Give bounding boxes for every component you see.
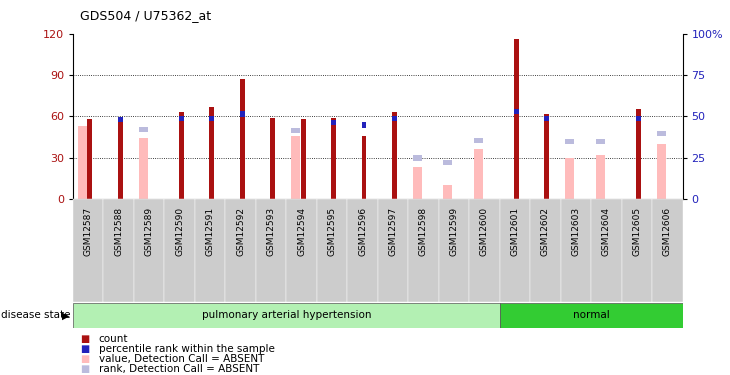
FancyBboxPatch shape	[134, 199, 164, 302]
FancyBboxPatch shape	[500, 303, 683, 328]
Text: value, Detection Call = ABSENT: value, Detection Call = ABSENT	[99, 354, 264, 364]
Text: ■: ■	[80, 364, 90, 374]
Bar	[210, 106, 214, 199]
Text: GSM12595: GSM12595	[328, 207, 337, 256]
Bar	[636, 116, 641, 121]
Bar	[474, 149, 483, 199]
FancyBboxPatch shape	[226, 199, 256, 302]
Text: disease state: disease state	[1, 310, 71, 320]
Bar	[291, 128, 300, 134]
Bar	[392, 116, 397, 121]
Text: ■: ■	[80, 344, 90, 354]
Text: GSM12599: GSM12599	[450, 207, 458, 256]
Text: ■: ■	[80, 354, 90, 364]
FancyBboxPatch shape	[408, 199, 439, 302]
Bar	[301, 119, 306, 199]
FancyBboxPatch shape	[500, 199, 530, 302]
Bar	[88, 119, 92, 199]
Bar	[361, 135, 366, 199]
FancyBboxPatch shape	[652, 199, 683, 302]
Bar	[545, 116, 550, 121]
Text: rank, Detection Call = ABSENT: rank, Detection Call = ABSENT	[99, 364, 259, 374]
Text: GSM12587: GSM12587	[84, 207, 93, 256]
Text: GSM12603: GSM12603	[572, 207, 580, 256]
FancyBboxPatch shape	[469, 199, 500, 302]
Bar	[443, 160, 453, 165]
Bar	[77, 126, 87, 199]
Text: GSM12591: GSM12591	[206, 207, 215, 256]
Bar	[657, 144, 666, 199]
FancyBboxPatch shape	[164, 199, 195, 302]
FancyBboxPatch shape	[73, 303, 500, 328]
Bar	[331, 118, 336, 199]
FancyBboxPatch shape	[561, 199, 591, 302]
Text: GSM12604: GSM12604	[602, 207, 611, 256]
Text: percentile rank within the sample: percentile rank within the sample	[99, 344, 274, 354]
FancyBboxPatch shape	[622, 199, 652, 302]
Text: GSM12593: GSM12593	[266, 207, 276, 256]
FancyBboxPatch shape	[256, 199, 286, 302]
Bar	[545, 114, 550, 199]
Text: ▶: ▶	[62, 310, 69, 320]
Text: GSM12605: GSM12605	[632, 207, 642, 256]
Text: GSM12596: GSM12596	[358, 207, 367, 256]
Text: GSM12602: GSM12602	[541, 207, 550, 256]
Text: GSM12600: GSM12600	[480, 207, 489, 256]
Text: ■: ■	[80, 334, 90, 344]
Text: GSM12597: GSM12597	[388, 207, 398, 256]
Bar	[239, 111, 245, 117]
Text: GSM12592: GSM12592	[236, 207, 245, 256]
FancyBboxPatch shape	[347, 199, 378, 302]
Text: GSM12588: GSM12588	[114, 207, 123, 256]
Bar	[474, 138, 483, 143]
Bar	[565, 158, 575, 199]
Bar	[413, 167, 422, 199]
Bar	[139, 127, 147, 132]
Bar	[179, 112, 184, 199]
Text: GDS504 / U75362_at: GDS504 / U75362_at	[80, 9, 212, 22]
Bar	[361, 123, 366, 128]
Bar	[331, 120, 336, 125]
FancyBboxPatch shape	[104, 199, 134, 302]
Bar	[210, 116, 214, 121]
FancyBboxPatch shape	[378, 199, 408, 302]
FancyBboxPatch shape	[439, 199, 469, 302]
FancyBboxPatch shape	[317, 199, 347, 302]
Bar	[291, 135, 300, 199]
Bar	[179, 116, 184, 121]
FancyBboxPatch shape	[73, 199, 104, 302]
Text: GSM12598: GSM12598	[419, 207, 428, 256]
Text: pulmonary arterial hypertension: pulmonary arterial hypertension	[201, 310, 371, 320]
Bar	[565, 139, 575, 144]
FancyBboxPatch shape	[591, 199, 622, 302]
Text: GSM12606: GSM12606	[663, 207, 672, 256]
FancyBboxPatch shape	[286, 199, 317, 302]
Bar	[270, 118, 275, 199]
Bar	[596, 155, 605, 199]
Bar	[118, 117, 123, 123]
Bar	[443, 185, 453, 199]
Text: GSM12589: GSM12589	[145, 207, 154, 256]
FancyBboxPatch shape	[530, 199, 561, 302]
Bar	[139, 138, 147, 199]
Bar	[413, 155, 422, 161]
Text: GSM12601: GSM12601	[510, 207, 520, 256]
Bar	[118, 118, 123, 199]
Bar	[392, 112, 397, 199]
Text: normal: normal	[573, 310, 610, 320]
Bar	[636, 110, 641, 199]
Bar	[596, 139, 605, 144]
FancyBboxPatch shape	[195, 199, 226, 302]
Text: count: count	[99, 334, 128, 344]
Bar	[514, 39, 519, 199]
Bar	[514, 109, 519, 114]
Text: GSM12590: GSM12590	[175, 207, 184, 256]
Text: GSM12594: GSM12594	[297, 207, 306, 256]
Bar	[657, 131, 666, 136]
Bar	[239, 79, 245, 199]
